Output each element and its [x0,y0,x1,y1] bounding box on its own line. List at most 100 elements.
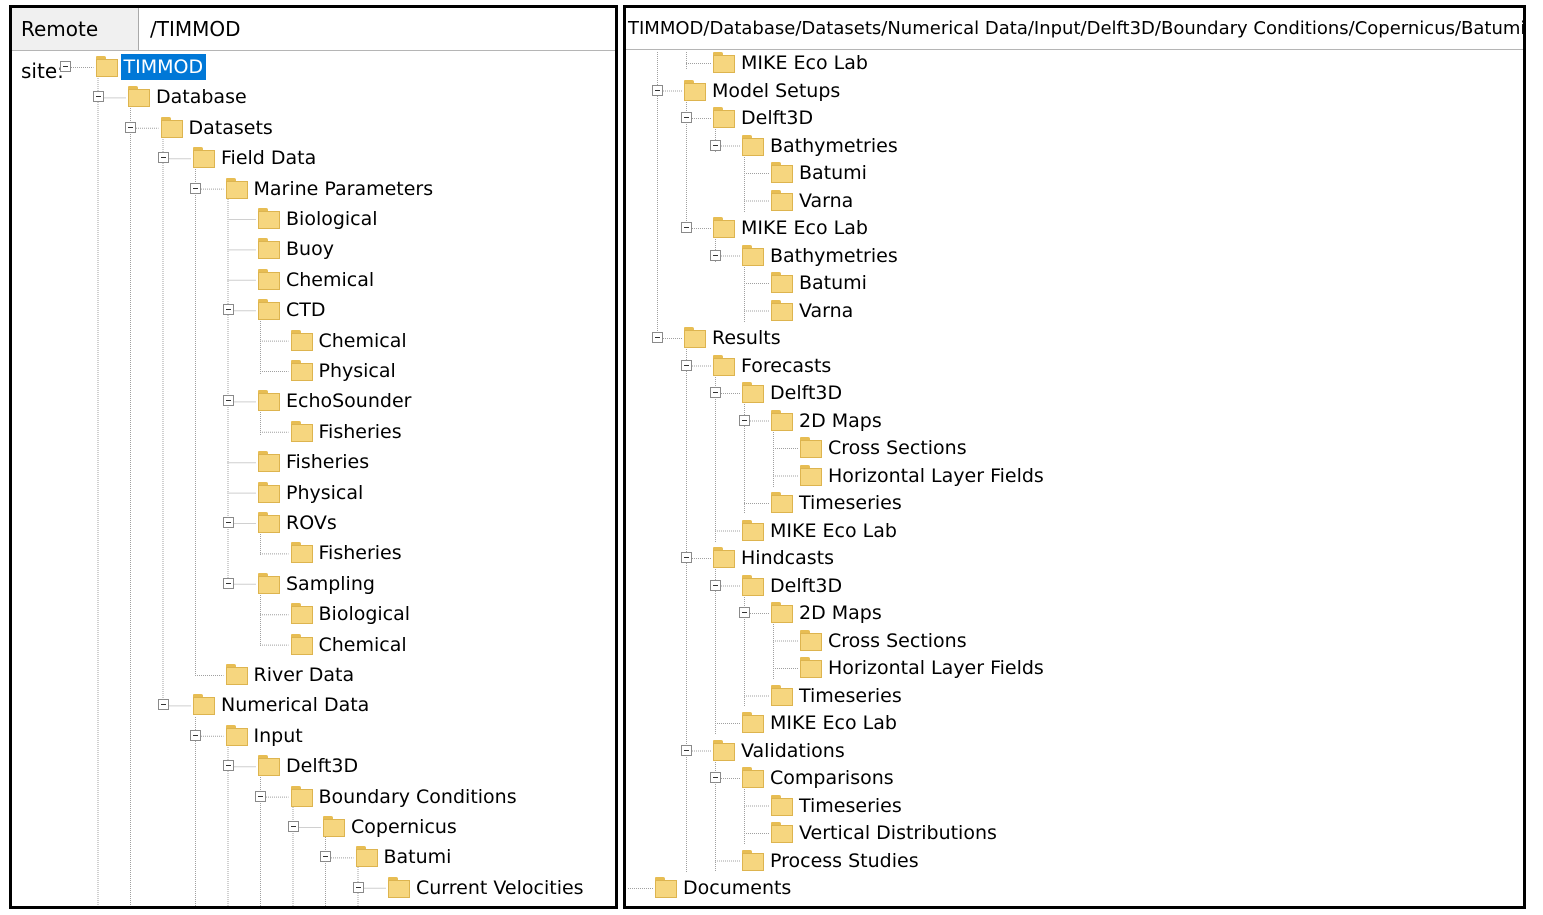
collapse-toggle-icon[interactable] [652,332,663,343]
collapse-toggle-icon[interactable] [681,112,692,123]
folder-icon [225,664,248,685]
tree-item[interactable]: Field Data [12,145,615,171]
tree-item[interactable]: Horizontal Layer Fields [626,463,1523,489]
collapse-toggle-icon[interactable] [710,772,721,783]
folder-icon [684,327,706,348]
tree-item[interactable]: MIKE Eco Lab [626,710,1523,736]
tree-item[interactable]: MIKE Eco Lab [626,215,1523,241]
tree-item[interactable]: Chemical [12,328,615,354]
remote-site-input[interactable]: /TIMMOD [150,17,241,41]
tree-item[interactable]: Database [12,84,615,110]
tree-item-label: Bathymetries [770,134,898,157]
tree-item[interactable]: Bathymetries [626,243,1523,269]
tree-item[interactable]: ROVs [12,510,615,536]
tree-item[interactable]: EchoSounder [12,388,615,414]
collapse-toggle-icon[interactable] [710,139,721,151]
tree-item[interactable]: Marine Parameters [12,176,615,202]
tree-item[interactable]: Datasets [12,115,615,141]
tree-item[interactable]: Chemical [12,632,615,658]
tree-item[interactable]: Physical [12,480,615,506]
tree-item[interactable]: Cross Sections [626,628,1523,654]
collapse-toggle-icon[interactable] [222,760,234,772]
tree-item[interactable]: Vertical Distributions [626,820,1523,846]
tree-item-label: Model Setups [712,79,841,102]
tree-item[interactable]: Delft3D [626,573,1523,599]
collapse-toggle-icon[interactable] [652,84,663,96]
tree-item[interactable]: CTD [12,297,615,323]
tree-item[interactable]: Cross Sections [626,435,1523,461]
collapse-toggle-icon[interactable] [352,881,364,893]
tree-item[interactable]: Timeseries [626,793,1523,819]
tree-item[interactable]: Forecasts [626,353,1523,379]
collapse-toggle-icon[interactable] [681,552,692,563]
tree-item[interactable]: 2D Maps [626,408,1523,434]
tree-item[interactable]: Batumi [626,270,1523,296]
tree-item[interactable]: Numerical Data [12,692,615,718]
tree-item[interactable]: Batumi [12,844,615,870]
tree-item[interactable]: Chemical [12,267,615,293]
tree-item[interactable]: MIKE Eco Lab [626,518,1523,544]
collapse-toggle-icon[interactable] [710,249,721,261]
tree-item-label: Bathymetries [770,244,898,267]
collapse-toggle-icon[interactable] [681,222,692,233]
tree-item[interactable]: Sampling [12,571,615,597]
tree-item[interactable]: Bathymetries [626,133,1523,159]
collapse-toggle-icon[interactable] [190,729,201,741]
tree-item[interactable]: Fisheries [12,419,615,445]
collapse-toggle-icon[interactable] [710,387,721,398]
tree-item[interactable]: Biological [12,601,615,627]
tree-item-label: Vertical Distributions [799,822,997,844]
collapse-toggle-icon[interactable] [157,152,169,164]
tree-item[interactable]: TIMMOD [12,54,615,80]
tree-item[interactable]: 2D Maps [626,600,1523,626]
folder-icon [713,739,735,761]
collapse-toggle-icon[interactable] [60,61,71,72]
tree-item[interactable]: Documents [626,875,1523,901]
collapse-toggle-icon[interactable] [222,517,234,528]
tree-item[interactable]: Model Setups [626,78,1523,104]
tree-item[interactable]: Boundary Conditions [12,784,615,810]
collapse-toggle-icon[interactable] [125,121,136,133]
tree-item[interactable]: Timeseries [626,683,1523,709]
tree-item[interactable]: Results [626,325,1523,351]
collapse-toggle-icon[interactable] [157,699,169,711]
tree-item[interactable]: Physical [12,358,615,384]
collapse-toggle-icon[interactable] [681,744,692,756]
tree-item[interactable]: Comparisons [626,765,1523,791]
tree-item-label: Cross Sections [828,437,967,459]
tree-item[interactable]: Horizontal Layer Fields [626,655,1523,681]
collapse-toggle-icon[interactable] [255,790,266,802]
tree-item[interactable]: Validations [626,738,1523,764]
collapse-toggle-icon[interactable] [222,304,234,316]
remote-directory-tree[interactable]: TIMMOD Database Datasets Field Data Marine P… [12,52,615,906]
tree-item[interactable]: Current Velocities [12,875,615,901]
collapse-toggle-icon[interactable] [739,414,750,426]
collapse-toggle-icon[interactable] [710,579,721,591]
tree-item[interactable]: Varna [626,188,1523,214]
collapse-toggle-icon[interactable] [287,821,299,832]
remote-directory-tree-continued[interactable]: MIKE Eco Lab Model Setups Delft3D Bathymetr… [626,52,1523,906]
tree-item[interactable]: Copernicus [12,814,615,840]
tree-item[interactable]: MIKE Eco Lab [626,52,1523,76]
tree-item[interactable]: Timeseries [626,490,1523,516]
tree-item[interactable]: Process Studies [626,848,1523,874]
tree-item[interactable]: Buoy [12,236,615,262]
tree-item[interactable]: Varna [626,298,1523,324]
tree-item[interactable]: Hindcasts [626,545,1523,571]
tree-item[interactable]: Delft3D [626,380,1523,406]
tree-item[interactable]: Delft3D [12,753,615,779]
collapse-toggle-icon[interactable] [190,182,201,194]
tree-item[interactable]: Delft3D [626,105,1523,131]
tree-item[interactable]: Batumi [626,160,1523,186]
collapse-toggle-icon[interactable] [739,607,750,618]
tree-item[interactable]: Input [12,723,615,749]
collapse-toggle-icon[interactable] [222,395,234,407]
collapse-toggle-icon[interactable] [92,91,104,103]
tree-item[interactable]: River Data [12,662,615,688]
collapse-toggle-icon[interactable] [681,359,692,371]
tree-item[interactable]: Biological [12,206,615,232]
collapse-toggle-icon[interactable] [222,577,234,589]
tree-item[interactable]: Fisheries [12,449,615,475]
tree-item[interactable]: Fisheries [12,540,615,566]
collapse-toggle-icon[interactable] [320,851,331,863]
